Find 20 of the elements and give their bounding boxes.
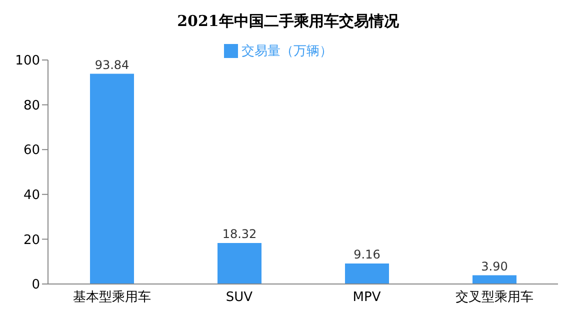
text: 18.32 (222, 226, 257, 241)
y-tick-label: 20 (23, 232, 40, 248)
text: 9.16 (354, 247, 380, 262)
bar (218, 242, 262, 284)
bar (90, 74, 134, 284)
x-tick-label: MPV (352, 290, 381, 306)
y-tick-label: 60 (23, 143, 40, 158)
x-tick-label: SUV (226, 290, 253, 306)
text: 93.84 (94, 58, 130, 72)
bar (472, 275, 516, 284)
y-tick-label: 80 (23, 98, 40, 114)
bar (345, 263, 389, 284)
legend-label: 交易量（万辆） (242, 44, 332, 59)
y-tick-label: 0 (32, 278, 40, 293)
x-tick-label: 交叉型乘用车 (455, 289, 534, 306)
text: 3.90 (481, 259, 508, 274)
y-tick-label: 40 (23, 188, 40, 204)
y-tick-label: 100 (15, 54, 40, 69)
chart-title: 2021年中国二手乘用车交易情况 (176, 11, 400, 32)
x-tick-label: 基本型乘用车 (72, 290, 151, 306)
